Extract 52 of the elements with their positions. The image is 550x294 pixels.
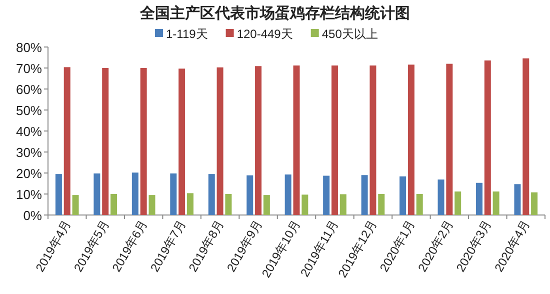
bar — [416, 194, 423, 215]
bar — [378, 194, 385, 215]
bar — [94, 173, 100, 215]
y-tick-label: 40% — [16, 124, 42, 139]
bar — [64, 67, 70, 215]
y-tick-label: 50% — [16, 103, 42, 118]
bar — [323, 176, 330, 215]
bar — [140, 68, 147, 215]
legend-label: 450天以上 — [322, 27, 378, 41]
y-tick-label: 70% — [16, 61, 42, 76]
bar — [531, 192, 538, 215]
bar — [293, 65, 300, 215]
legend-label: 120-449天 — [236, 27, 293, 41]
bar — [370, 65, 376, 215]
bar — [492, 191, 500, 215]
bar — [186, 193, 194, 215]
bar — [331, 65, 338, 215]
bar — [255, 66, 262, 215]
bar — [263, 195, 270, 215]
bar — [400, 176, 406, 215]
y-tick-label: 0% — [23, 208, 42, 223]
bar — [454, 191, 462, 215]
bar — [110, 194, 118, 215]
bar — [132, 172, 138, 215]
bar — [72, 195, 79, 215]
bar — [514, 184, 521, 215]
bar — [484, 60, 491, 215]
bar — [225, 194, 232, 215]
bar — [246, 175, 254, 215]
y-tick-label: 20% — [16, 166, 42, 181]
bar — [340, 194, 346, 215]
bar — [446, 64, 453, 215]
bar — [148, 195, 156, 215]
bar — [216, 67, 224, 215]
y-tick-label: 80% — [16, 40, 42, 55]
bar — [102, 68, 109, 215]
legend-label: 1-119天 — [166, 27, 208, 41]
bar — [208, 174, 215, 215]
bar — [170, 173, 177, 215]
y-tick-label: 60% — [16, 82, 42, 97]
bar — [284, 174, 292, 215]
bar — [361, 175, 368, 215]
bar — [438, 180, 444, 215]
y-tick-label: 10% — [16, 187, 42, 202]
y-tick-label: 30% — [16, 145, 42, 160]
bar — [522, 58, 530, 215]
bar — [178, 68, 186, 215]
bar — [408, 64, 414, 215]
chart-title: 全国主产区代表市场蛋鸡存栏结构统计图 — [139, 4, 410, 22]
bar — [476, 182, 482, 215]
bar — [302, 194, 308, 215]
bar — [55, 174, 62, 215]
